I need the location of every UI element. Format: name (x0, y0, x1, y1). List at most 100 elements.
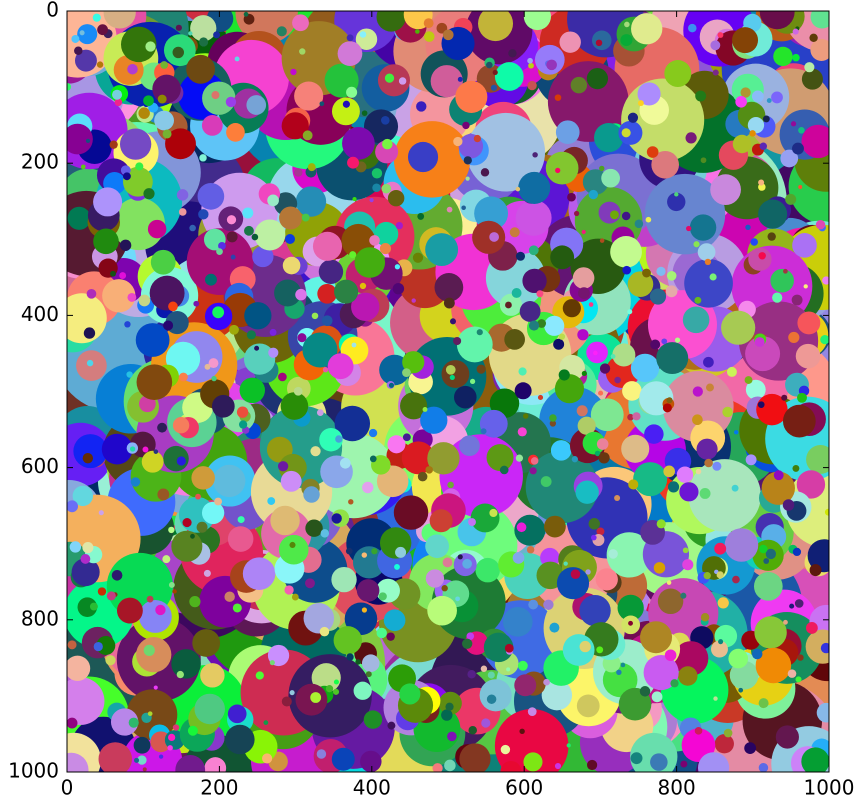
image-cell (97, 24, 108, 36)
image-cell (599, 165, 605, 172)
image-cell (726, 366, 737, 377)
image-cell (500, 744, 511, 755)
image-cell (359, 282, 367, 290)
image-cell (381, 115, 390, 125)
image-cell (119, 272, 127, 279)
image-cell (474, 196, 509, 231)
image-cell (728, 648, 749, 669)
image-cell (693, 241, 700, 248)
image-cell (462, 121, 470, 130)
image-cell (480, 428, 487, 435)
image-cell (628, 620, 633, 626)
image-cell (270, 505, 300, 536)
image-cell (189, 596, 201, 608)
image-cell (666, 580, 672, 585)
image-cell (289, 541, 296, 549)
image-cell (527, 57, 533, 64)
image-cell (621, 128, 631, 138)
image-cell (204, 757, 227, 772)
image-cell (766, 98, 772, 104)
image-cell (790, 121, 797, 127)
image-cell (252, 245, 274, 268)
image-cell (200, 663, 225, 688)
image-cell (622, 265, 632, 275)
image-cell (374, 221, 399, 247)
image-cell (529, 467, 537, 475)
image-cell (109, 140, 118, 149)
image-cell (423, 18, 434, 29)
image-cell (349, 251, 357, 259)
image-cell (478, 11, 514, 42)
image-cell (797, 311, 821, 335)
image-cell (486, 61, 493, 69)
image-cell (688, 459, 761, 532)
image-cell (798, 127, 805, 134)
image-cell (234, 56, 240, 62)
image-cell (371, 168, 383, 179)
image-cell (673, 641, 709, 676)
image-cell (112, 89, 123, 100)
image-cell (372, 183, 381, 193)
image-cell (171, 649, 201, 679)
image-cell (723, 728, 733, 738)
image-cell (269, 660, 275, 666)
image-cell (633, 462, 668, 497)
image-cell (554, 374, 585, 404)
image-cell (429, 509, 453, 533)
image-cell (160, 61, 169, 69)
image-cell (192, 629, 221, 657)
image-cell (348, 499, 354, 505)
image-cell (806, 445, 829, 474)
image-cell (532, 152, 538, 158)
image-cell (82, 542, 94, 554)
image-cell (172, 589, 177, 594)
image-cell (732, 27, 759, 54)
image-cell (291, 593, 299, 601)
image-cell (753, 571, 783, 601)
image-cell (442, 557, 453, 568)
image-cell (190, 15, 217, 42)
image-cell (130, 477, 141, 487)
image-cell (446, 206, 453, 213)
image-cell (579, 640, 591, 653)
image-cell (105, 655, 116, 666)
image-cell (101, 433, 133, 465)
image-cell (795, 343, 821, 369)
image-cell (89, 602, 98, 611)
image-cell (401, 441, 435, 475)
image-cell (136, 364, 173, 401)
image-cell (526, 545, 535, 554)
image-cell (544, 515, 566, 538)
image-cell (536, 290, 544, 298)
image-cell (135, 323, 170, 357)
image-cell (798, 185, 803, 190)
image-cell (692, 414, 703, 426)
image-cell (686, 225, 692, 232)
image-cell (226, 123, 245, 142)
image-cell (761, 471, 795, 505)
image-cell (167, 745, 173, 751)
image-cell (362, 481, 374, 494)
image-cell (543, 678, 550, 686)
image-cell (661, 338, 668, 345)
image-cell (145, 41, 156, 52)
image-cell (360, 750, 382, 772)
image-cell (590, 534, 597, 541)
image-cell (792, 28, 799, 35)
image-cell (459, 435, 480, 457)
image-cell (333, 679, 339, 685)
image-cell (570, 569, 581, 579)
image-cell (353, 681, 372, 700)
image-cell (744, 742, 757, 755)
image-cell (594, 450, 601, 457)
image-cell (534, 44, 565, 75)
image-cell (102, 279, 136, 313)
image-cell (713, 696, 718, 701)
image-cell (574, 210, 580, 217)
image-cell (299, 48, 306, 55)
image-cell (630, 353, 660, 383)
image-cell (69, 541, 82, 553)
image-cell (703, 356, 714, 368)
image-cell (230, 254, 236, 260)
image-cell (425, 569, 445, 588)
